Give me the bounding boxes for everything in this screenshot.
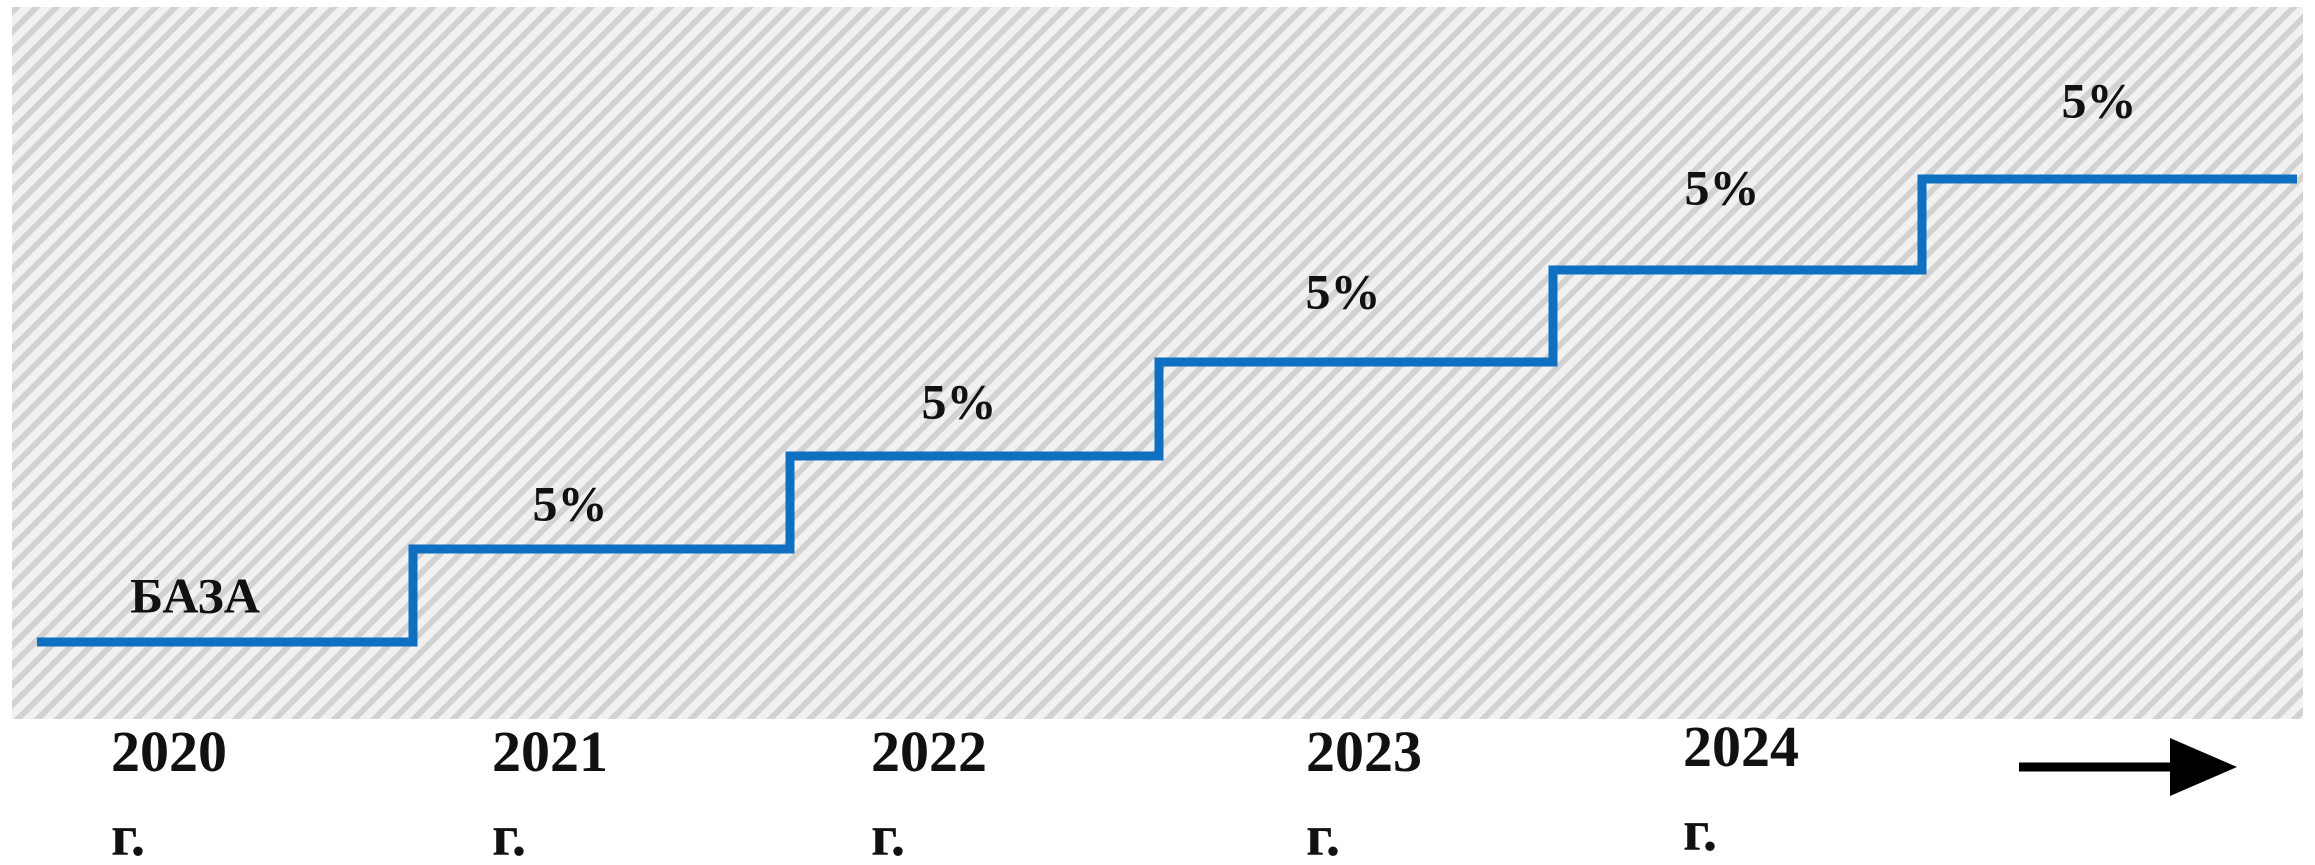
base-label: БАЗА xyxy=(130,567,260,623)
year-label: 2024 г. xyxy=(1683,714,1799,863)
year-label: 2023 г. xyxy=(1306,719,1422,865)
step-label: 5% xyxy=(2062,72,2137,128)
year-label: 2022 г. xyxy=(871,719,987,865)
year-label: 2020 г. xyxy=(111,719,227,865)
staircase-line xyxy=(37,174,2297,647)
step-label: 5% xyxy=(533,475,608,531)
step-label: 5% xyxy=(1306,263,1381,319)
step-label: 5% xyxy=(922,373,997,429)
year-label: 2021 г. xyxy=(492,719,608,865)
arrow-head xyxy=(2170,738,2237,796)
step-label: 5% xyxy=(1685,159,1760,215)
